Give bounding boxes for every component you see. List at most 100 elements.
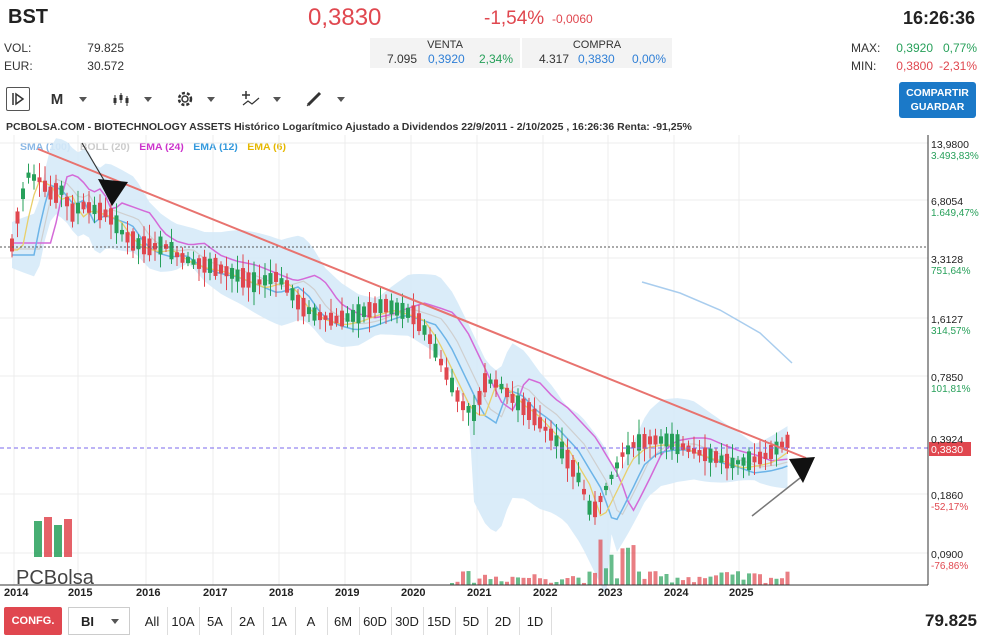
max-row: MAX: 0,3920 0,77% (851, 41, 981, 55)
indicators-dropdown[interactable] (236, 88, 286, 110)
volume-bar (472, 582, 476, 585)
range-button-10a[interactable]: 10A (167, 607, 200, 635)
candle-body (54, 183, 58, 203)
range-button-30d[interactable]: 30D (391, 607, 424, 635)
x-tick-label: 2019 (335, 587, 360, 599)
volume-bar (604, 568, 608, 585)
range-button-1d[interactable]: 1D (519, 607, 552, 635)
range-button-15d[interactable]: 15D (423, 607, 456, 635)
candle-body (301, 297, 306, 317)
candle-body (752, 456, 757, 463)
share-label: COMPARTIR (906, 87, 969, 99)
candle-body (758, 451, 762, 465)
price-tag-text: 0,3830 (931, 444, 963, 456)
config-button[interactable]: CONFG. (4, 607, 62, 635)
share-save-button[interactable]: COMPARTIR GUARDAR (899, 82, 976, 118)
max-value: 0,3920 (896, 41, 933, 55)
range-button-6m[interactable]: 6M (327, 607, 360, 635)
vol-label: VOL: (4, 41, 32, 55)
volume-row: VOL: 79.825 (4, 41, 124, 55)
period-dropdown[interactable]: M (44, 88, 94, 110)
volume-bar (741, 579, 746, 585)
range-button-2d[interactable]: 2D (487, 607, 520, 635)
candle-body (76, 202, 80, 214)
volume-bar (494, 576, 498, 585)
candle-body (538, 417, 542, 429)
min-value: 0,3800 (896, 59, 933, 73)
volume-bar (653, 571, 658, 585)
range-button-all[interactable]: All (137, 607, 168, 635)
candle-body (158, 236, 163, 255)
candle-body (708, 448, 713, 463)
y-tick-label: 6,8054 (931, 196, 964, 208)
drawing-dropdown[interactable] (300, 88, 350, 110)
candle-body (576, 472, 581, 483)
candle-body (703, 447, 707, 462)
volume-bar (521, 577, 526, 585)
eur-value: 30.572 (87, 59, 124, 73)
x-tick-label: 2022 (533, 587, 558, 599)
change-absolute: -0,0060 (552, 12, 593, 26)
volume-bar (714, 575, 718, 585)
range-button-5d[interactable]: 5D (455, 607, 488, 635)
candle-body (642, 434, 647, 449)
candle-body (307, 307, 311, 315)
volume-bar (631, 545, 636, 585)
range-button-2a[interactable]: 2A (231, 607, 264, 635)
candle-body (604, 485, 608, 491)
candle-body (774, 441, 779, 455)
range-button-60d[interactable]: 60D (359, 607, 392, 635)
range-button-5a[interactable]: 5A (199, 607, 232, 635)
candle-body (549, 428, 553, 441)
compra-qty: 4.317 (539, 52, 570, 66)
candle-body (725, 453, 729, 469)
volume-bar (527, 577, 531, 585)
range-button-a[interactable]: A (295, 607, 328, 635)
y-tick-label: 13,9800 (931, 139, 969, 151)
candles-icon (113, 93, 129, 106)
candle-body (180, 253, 185, 263)
indicator-add-icon (242, 91, 260, 106)
candle-body (670, 433, 674, 450)
candle-body (395, 302, 399, 316)
candle-body (719, 455, 724, 463)
candle-body (10, 238, 14, 252)
eur-label: EUR: (4, 59, 33, 73)
volume-bar (780, 578, 784, 585)
settings-dropdown[interactable] (170, 88, 220, 110)
volume-bar (488, 579, 493, 585)
price-chart[interactable]: PCBolsa 0,3830 0,3924 (0, 135, 991, 605)
volume-bar (466, 571, 471, 585)
candle-body (345, 313, 350, 322)
compra-price: 0,3830 (578, 52, 615, 66)
candle-body (483, 373, 487, 393)
chart-mode-button[interactable] (6, 87, 30, 111)
price-tag-box (929, 442, 971, 456)
candle-body (472, 404, 476, 422)
candle-body (648, 436, 652, 445)
candle-body (37, 177, 42, 183)
candle-body (780, 441, 784, 448)
volume-bar (587, 571, 592, 585)
volume-bars (450, 539, 790, 585)
volume-bar (483, 574, 487, 585)
candle-body (736, 460, 740, 465)
boll-mid-line (12, 178, 788, 516)
candle-body (466, 405, 471, 413)
volume-bar (670, 582, 674, 585)
candle-body (417, 313, 421, 332)
candle-body (329, 312, 333, 326)
chart-type-dropdown[interactable] (108, 88, 156, 110)
candle-body (411, 305, 416, 325)
bollinger-band (12, 138, 788, 597)
venta-panel: VENTA 7.095 0,3920 2,34% (370, 38, 520, 68)
bi-select-value: BI (81, 613, 94, 629)
volume-bar (615, 578, 619, 585)
candle-body (362, 306, 366, 318)
candle-body (208, 258, 212, 273)
candle-body (769, 445, 773, 459)
candle-body (571, 460, 575, 477)
range-button-1a[interactable]: 1A (263, 607, 296, 635)
bi-select[interactable]: BI (68, 607, 130, 635)
candle-body (340, 310, 344, 327)
